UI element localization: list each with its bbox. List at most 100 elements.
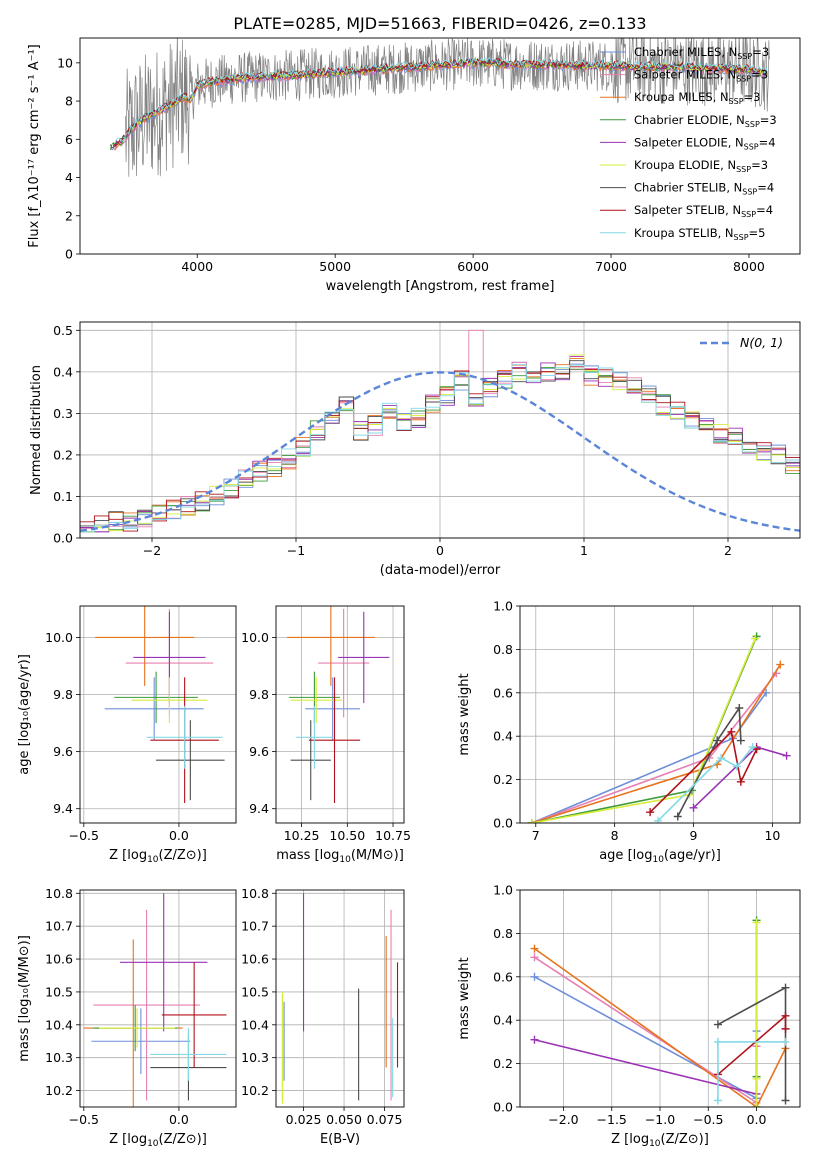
y-tick-label: 10.0: [45, 630, 73, 645]
legend-label-salpeter-stelib: Salpeter STELIB, NSSP=4: [634, 203, 773, 219]
x-axis-label: E(B-V): [320, 1132, 360, 1147]
x-tick-label: 7000: [595, 259, 627, 274]
plot-area: [83, 893, 227, 1107]
y-tick-label: 9.6: [249, 744, 269, 759]
plot-area: [109, 38, 770, 177]
y-tick-label: 0.1: [53, 489, 73, 504]
y-tick-label: 0.3: [53, 406, 73, 421]
y-tick-label: 1.0: [493, 599, 513, 614]
series-point-kroupa-stelib: [748, 743, 757, 752]
y-tick-label: 0.4: [53, 364, 73, 379]
y-axis-label: Normed distribution: [29, 365, 44, 495]
legend: Chabrier MILES, NSSP=3 Salpeter MILES, NS…: [600, 45, 777, 242]
panel-weight-vs-Z: −2.0 −1.5 −1.0 −0.5 0.0 0.0 0.2 0.4 0.6 0.8 1.0 Z […: [457, 883, 801, 1149]
x-tick-label: −0.5: [693, 1112, 723, 1127]
x-tick-label: 5000: [319, 259, 351, 274]
x-tick-label: 2: [724, 543, 732, 558]
data-spectrum: [125, 38, 770, 177]
x-tick-label: 8000: [733, 259, 765, 274]
series-line-salpeter-stelib: [717, 1014, 787, 1076]
x-tick-label: 6000: [457, 259, 489, 274]
plot-area: [281, 893, 399, 1104]
y-tick-label: 10.0: [241, 630, 269, 645]
y-axis-label: mass [log₁₀(M/M⊙)]: [17, 935, 32, 1062]
legend-label-normal: N(0, 1): [740, 335, 783, 350]
y-tick-label: 9.8: [249, 687, 269, 702]
plot-area: [95, 606, 225, 804]
series-point-salpeter-stelib: [781, 1011, 790, 1020]
hist-kroupa-miles: [80, 357, 800, 538]
hist-kroupa-elodie: [80, 354, 800, 538]
plot-area: [530, 916, 790, 1107]
series-point-kroupa-stelib: [732, 762, 741, 771]
y-tick-label: 0.0: [493, 816, 513, 831]
axes-frame: [79, 321, 801, 539]
x-tick-label: 4000: [181, 259, 213, 274]
x-tick-label: 10: [764, 828, 780, 843]
series-line-kroupa-stelib: [717, 1041, 786, 1101]
x-axis-label: age [log10(age/yr)]: [599, 848, 721, 865]
series-point-salpeter-stelib: [781, 1024, 790, 1033]
x-tick-label: −2: [143, 543, 161, 558]
series-line-salpeter-elodie: [534, 1038, 757, 1095]
x-axis-label: Z [log10(Z/Z⊙)]: [109, 1132, 207, 1149]
plot-area: [286, 606, 390, 804]
y-axis-label: Flux [f_λ10⁻¹⁷ erg cm⁻² s⁻¹ A⁻¹]: [27, 44, 42, 248]
x-axis-label: Z [log10(Z/Z⊙)]: [109, 848, 207, 865]
series-point-kroupa-stelib: [781, 1037, 790, 1046]
series-point-salpeter-stelib: [727, 727, 736, 736]
y-tick-label: 10.3: [241, 1050, 269, 1065]
y-tick-label: 4: [65, 170, 73, 185]
x-tick-label: 0.0: [747, 1112, 767, 1127]
y-tick-label: 10.3: [45, 1050, 73, 1065]
x-tick-label: −0.5: [69, 1112, 99, 1127]
series-point-kroupa-elodie: [752, 1074, 761, 1083]
series-point-kroupa-stelib: [713, 1037, 722, 1046]
model-line-kroupa-stelib: [115, 56, 769, 142]
x-tick-label: −0.5: [69, 828, 99, 843]
x-axis-label: mass [log10(M/M⊙)]: [276, 848, 404, 865]
y-tick-label: 0.4: [493, 729, 513, 744]
y-tick-label: 10.2: [45, 1083, 73, 1098]
plot-area: [80, 329, 800, 538]
panel-weight-vs-age: 7 8 9 10 0.0 0.2 0.4 0.6 0.8 1.0 age [log10(age/yr…: [457, 599, 801, 865]
hist-salpeter-stelib: [80, 366, 800, 538]
y-tick-label: 10: [57, 55, 73, 70]
y-tick-label: 9.4: [53, 801, 73, 816]
series-point-kroupa-miles: [776, 660, 785, 669]
x-axis-label: wavelength [Angstrom, rest frame]: [326, 279, 555, 294]
y-tick-label: 10.6: [241, 952, 269, 967]
y-tick-label: 0.2: [493, 772, 513, 787]
x-tick-label: 10.75: [375, 828, 411, 843]
y-tick-label: 0.8: [493, 926, 513, 941]
series-point-chabrier-stelib: [713, 736, 722, 745]
x-tick-label: 7: [532, 828, 540, 843]
y-tick-label: 9.6: [53, 744, 73, 759]
y-tick-label: 0.4: [493, 1013, 513, 1028]
y-tick-label: 0.2: [493, 1056, 513, 1071]
series-point-kroupa-stelib: [713, 1096, 722, 1105]
x-tick-label: 9: [690, 828, 698, 843]
series-point-kroupa-elodie: [752, 918, 761, 927]
series-point-chabrier-stelib: [736, 736, 745, 745]
series-line-chabrier-elodie: [531, 636, 758, 823]
series-line-salpeter-stelib: [649, 730, 758, 813]
series-point-kroupa-stelib: [654, 816, 663, 823]
legend-label-kroupa-stelib: Kroupa STELIB, NSSP=5: [634, 226, 765, 242]
y-tick-label: 10.2: [241, 1083, 269, 1098]
series-point-salpeter-stelib: [736, 777, 745, 786]
hist-salpeter-elodie: [80, 355, 800, 538]
axes-frame: [79, 605, 237, 824]
y-axis-label: mass weight: [457, 673, 472, 755]
y-tick-label: 10.5: [241, 984, 269, 999]
panel-spectrum: 4000 5000 6000 7000 8000 0 2 4 6 8 10 wavelength [A…: [27, 37, 801, 294]
series-line-kroupa-stelib: [657, 746, 754, 822]
series-line-chabrier-miles: [531, 692, 767, 823]
series-point-salpeter-elodie: [530, 1035, 539, 1044]
y-tick-label: 10.7: [45, 919, 73, 934]
legend-label-salpeter-miles: Salpeter MILES, NSSP=3: [634, 68, 768, 84]
y-axis-label: mass weight: [457, 957, 472, 1039]
x-tick-label: −1.0: [645, 1112, 675, 1127]
hist-chabrier-stelib: [80, 360, 800, 538]
series-point-salpeter-stelib: [646, 808, 655, 817]
